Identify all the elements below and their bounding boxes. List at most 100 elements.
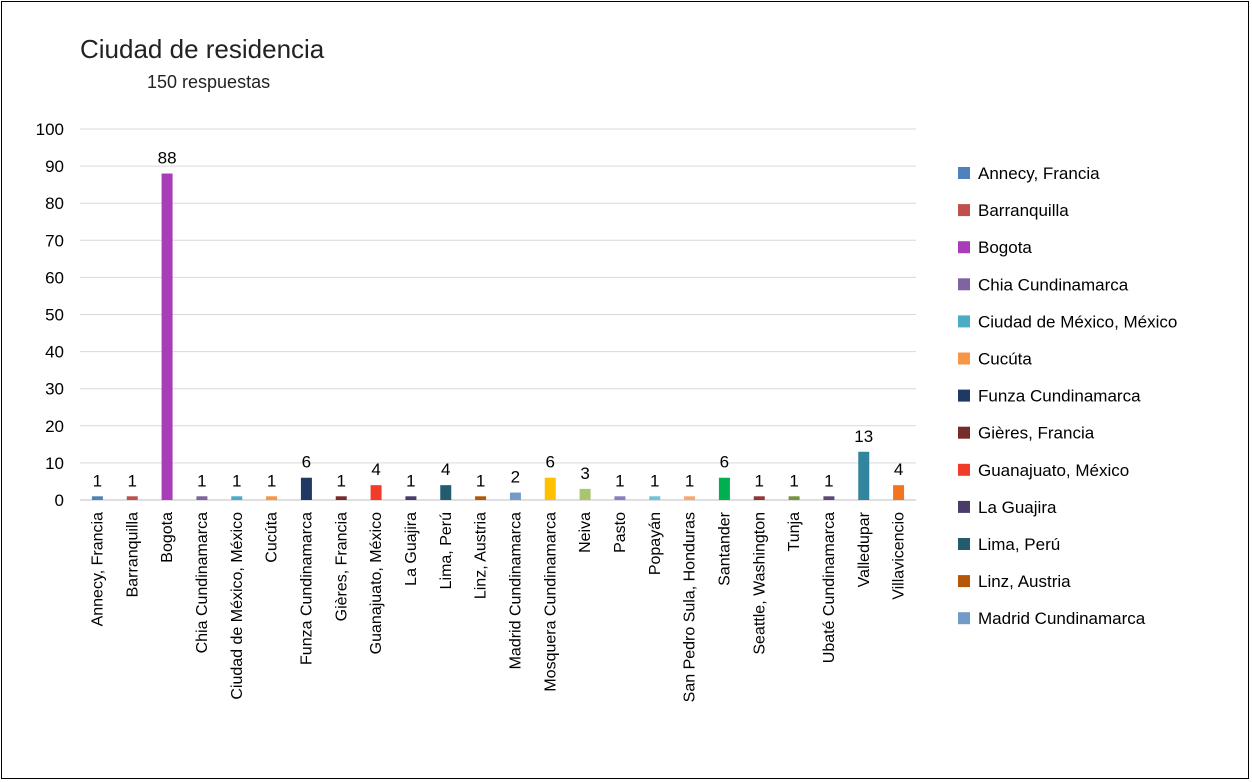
category-label: Lima, Perú [438, 512, 455, 589]
category-label: Cucúta [264, 512, 281, 563]
data-label: 4 [371, 460, 380, 479]
bar [753, 496, 765, 500]
legend-entry: Gières, Francia [978, 424, 1095, 443]
bar [893, 485, 905, 500]
category-label: Ubaté Cundinamarca [821, 512, 838, 663]
legend-entry: Ciudad de México, México [978, 312, 1177, 331]
category-label: Ciudad de México, México [229, 512, 246, 700]
data-label: 1 [232, 471, 241, 490]
category-label: Barranquilla [124, 512, 141, 597]
data-label: 1 [615, 471, 624, 490]
category-label: Linz, Austria [473, 512, 490, 599]
data-label: 4 [894, 460, 903, 479]
bar [509, 492, 521, 500]
legend-swatch [958, 463, 970, 476]
legend-swatch [958, 426, 970, 439]
data-label: 6 [546, 453, 555, 472]
data-label: 1 [406, 471, 415, 490]
legend-entry: Funza Cundinamarca [978, 387, 1141, 406]
legend-swatch [958, 612, 970, 625]
data-label: 13 [854, 427, 873, 446]
data-label: 1 [824, 471, 833, 490]
bar [370, 485, 382, 500]
gridlines [80, 128, 916, 501]
bar [91, 496, 103, 500]
data-label: 6 [302, 453, 311, 472]
legend-entry: Cucúta [978, 350, 1032, 369]
bar [684, 496, 696, 500]
bar [544, 477, 556, 500]
category-label: Villavicencio [891, 512, 908, 600]
bar [718, 477, 730, 500]
legend-swatch [958, 278, 970, 291]
y-tick-label: 30 [45, 380, 64, 399]
chart-title: Ciudad de residencia [80, 34, 325, 64]
bars [91, 173, 905, 500]
legend-entry: Chia Cundinamarca [978, 275, 1129, 294]
bar [231, 496, 243, 500]
category-label: Valledupar [856, 511, 873, 587]
y-tick-label: 90 [45, 157, 64, 176]
legend-swatch [958, 352, 970, 365]
category-label: Seattle, Washington [751, 512, 768, 655]
category-label: Madrid Cundinamarca [507, 512, 524, 670]
y-tick-label: 10 [45, 454, 64, 473]
y-tick-label: 40 [45, 343, 64, 362]
data-label: 1 [755, 471, 764, 490]
legend-swatch [958, 167, 970, 179]
bar [300, 477, 312, 500]
data-label: 1 [650, 471, 659, 490]
y-tick-label: 100 [36, 120, 64, 139]
bar [788, 496, 800, 500]
category-label: La Guajira [403, 512, 420, 586]
bar [126, 496, 138, 500]
legend-entry: Guanajuato, México [978, 461, 1129, 480]
category-label: Neiva [577, 512, 594, 553]
data-label: 6 [720, 453, 729, 472]
legend-swatch [958, 389, 970, 402]
y-axis-ticks: 0 10 20 30 40 50 60 70 80 90 100 [36, 120, 64, 510]
category-label: Guanajuato, México [368, 512, 385, 654]
bar [440, 485, 452, 500]
category-label: Annecy, Francia [89, 512, 106, 627]
y-tick-label: 50 [45, 306, 64, 325]
category-label: Gières, Francia [333, 512, 350, 621]
data-label: 1 [128, 471, 137, 490]
y-tick-label: 80 [45, 194, 64, 213]
bar [405, 496, 417, 500]
legend-entry: Linz, Austria [978, 572, 1071, 591]
bar [196, 496, 208, 500]
data-label: 3 [580, 464, 589, 483]
data-label: 2 [511, 468, 520, 487]
legend-entry: Annecy, Francia [978, 164, 1100, 183]
category-label: Bogota [159, 512, 176, 563]
category-label: Santander [716, 511, 733, 586]
data-label: 1 [789, 471, 798, 490]
bar [614, 496, 626, 500]
bar [823, 496, 835, 500]
data-label: 1 [93, 471, 102, 490]
legend-entry: Bogota [978, 238, 1032, 257]
data-label: 4 [441, 460, 450, 479]
bar [161, 173, 173, 500]
legend-swatch [958, 538, 970, 550]
bar [858, 451, 870, 500]
y-tick-label: 20 [45, 417, 64, 436]
legend-swatch [958, 315, 970, 328]
category-label: San Pedro Sula, Honduras [682, 512, 699, 702]
bar [475, 496, 487, 500]
bar [649, 496, 661, 500]
legend-entry: Barranquilla [978, 201, 1069, 220]
bar [266, 496, 278, 500]
category-label: Popayán [647, 512, 664, 575]
legend: Annecy, Francia Barranquilla Bogota Chia Cu… [958, 164, 1177, 628]
legend-entry: Madrid Cundinamarca [978, 609, 1146, 628]
data-label: 1 [267, 471, 276, 490]
category-label: Chia Cundinamarca [194, 512, 211, 654]
y-tick-label: 70 [45, 231, 64, 250]
bar [335, 496, 347, 500]
data-label: 1 [337, 471, 346, 490]
